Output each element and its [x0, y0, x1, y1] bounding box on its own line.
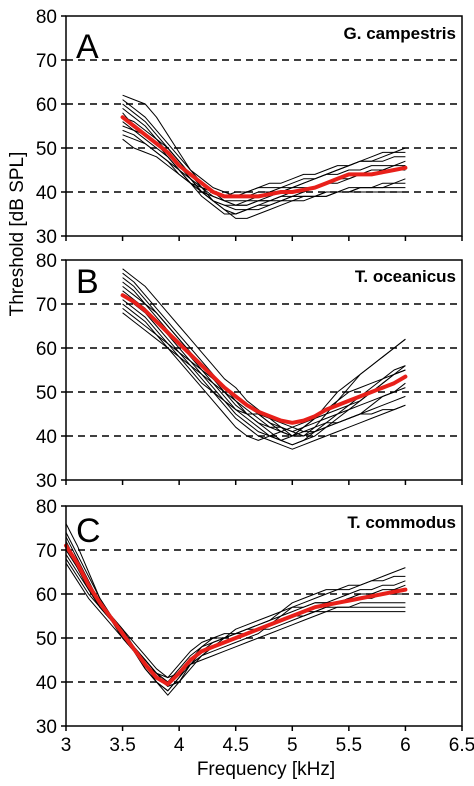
panel-b-individual-line-5 [122, 286, 406, 433]
panel-a-ytick-label-70: 70 [36, 51, 57, 72]
panel-a-individual-line-7 [122, 121, 406, 215]
panel-b-ytick-label-70: 70 [36, 295, 57, 316]
panel-b-individual-line-3 [122, 277, 406, 446]
panel-b-individual-line-2 [122, 272, 406, 437]
panel-c-individual-line-8 [65, 558, 406, 683]
panel-b-individual-line-8 [122, 299, 406, 433]
panel-b-title: T. oceanicus [355, 267, 456, 286]
panel-c-letter: C [76, 512, 101, 550]
panel-c-ytick-label-80: 80 [36, 497, 57, 518]
panel-a-letter: A [76, 28, 99, 66]
panel-c-title: T. commodus [347, 513, 456, 532]
panel-a-ytick-label-50: 50 [36, 139, 57, 160]
panel-a-individual-line-11 [122, 138, 406, 197]
panel-b-letter: B [76, 263, 99, 301]
panel-b-ytick-label-40: 40 [36, 427, 57, 448]
panel-b-ytick-label-60: 60 [36, 339, 57, 360]
panel-c-individual-line-2 [65, 532, 406, 696]
panel-b-individual-line-11 [122, 312, 406, 437]
panel-c-ytick-label-50: 50 [36, 629, 57, 650]
panel-a: 30 40 50 60 70 80 A G. campestris [36, 7, 463, 248]
panel-c-individual-line-7 [65, 554, 406, 687]
panel-a-mean-line [120, 115, 408, 199]
panel-c-ytick-label-30: 30 [36, 717, 57, 738]
panel-c-xtick-label-4-5: 4.5 [223, 735, 249, 756]
panel-a-ytick-label-30: 30 [36, 227, 57, 248]
panel-b-individual-line-1 [122, 268, 406, 437]
panel-c-individual-line-9 [65, 562, 406, 679]
panel-a-frame [65, 15, 463, 237]
panel-c-xtick-label-5: 5 [287, 735, 298, 756]
panel-c-ytick-label-40: 40 [36, 673, 57, 694]
panel-a-individual-line-10 [122, 134, 406, 206]
panel-b: 30 40 50 60 70 80 B T. oceanicus [36, 251, 463, 492]
panel-c-ytick-label-70: 70 [36, 541, 57, 562]
x-axis-label: Frequency [kHz] [197, 759, 335, 780]
panel-b-individual-line-10 [122, 308, 406, 437]
panel-a-title: G. campestris [344, 24, 456, 43]
panel-c-frame [65, 505, 463, 727]
panel-c-xtick-label-3: 3 [61, 735, 72, 756]
panel-c-plot: 30 40 50 60 70 80 3 3.5 4 4.5 5 5.5 6 6.5 [36, 497, 474, 756]
panel-c-xtick-label-3-5: 3.5 [109, 735, 135, 756]
panel-c-xtick-label-6: 6 [400, 735, 411, 756]
panel-a-ytick-label-60: 60 [36, 95, 57, 116]
panel-a-plot: 30 40 50 60 70 80 [36, 7, 463, 248]
panel-b-ytick-label-30: 30 [36, 471, 57, 492]
y-axis-label: Threshold [dB SPL] [7, 152, 28, 317]
panel-c-xtick-label-5-5: 5.5 [336, 735, 362, 756]
panel-c-xtick-label-6-5: 6.5 [449, 735, 474, 756]
panel-b-ytick-label-80: 80 [36, 251, 57, 272]
panel-b-plot: 30 40 50 60 70 80 [36, 251, 463, 492]
panel-b-frame [65, 259, 463, 481]
panel-c-mean-line [64, 543, 408, 687]
panel-c-individual-line-6 [65, 549, 406, 692]
panel-b-ytick-label-50: 50 [36, 383, 57, 404]
panel-c-ytick-label-60: 60 [36, 585, 57, 606]
panel-a-ytick-label-80: 80 [36, 7, 57, 28]
panel-b-individual-line-9 [122, 303, 406, 441]
panel-c-xtick-label-4: 4 [174, 735, 185, 756]
panel-b-mean-line [120, 293, 408, 425]
panel-c: 30 40 50 60 70 80 3 3.5 4 4.5 5 5.5 6 6.5 C T. commod… [36, 497, 474, 756]
panel-a-ytick-label-40: 40 [36, 183, 57, 204]
